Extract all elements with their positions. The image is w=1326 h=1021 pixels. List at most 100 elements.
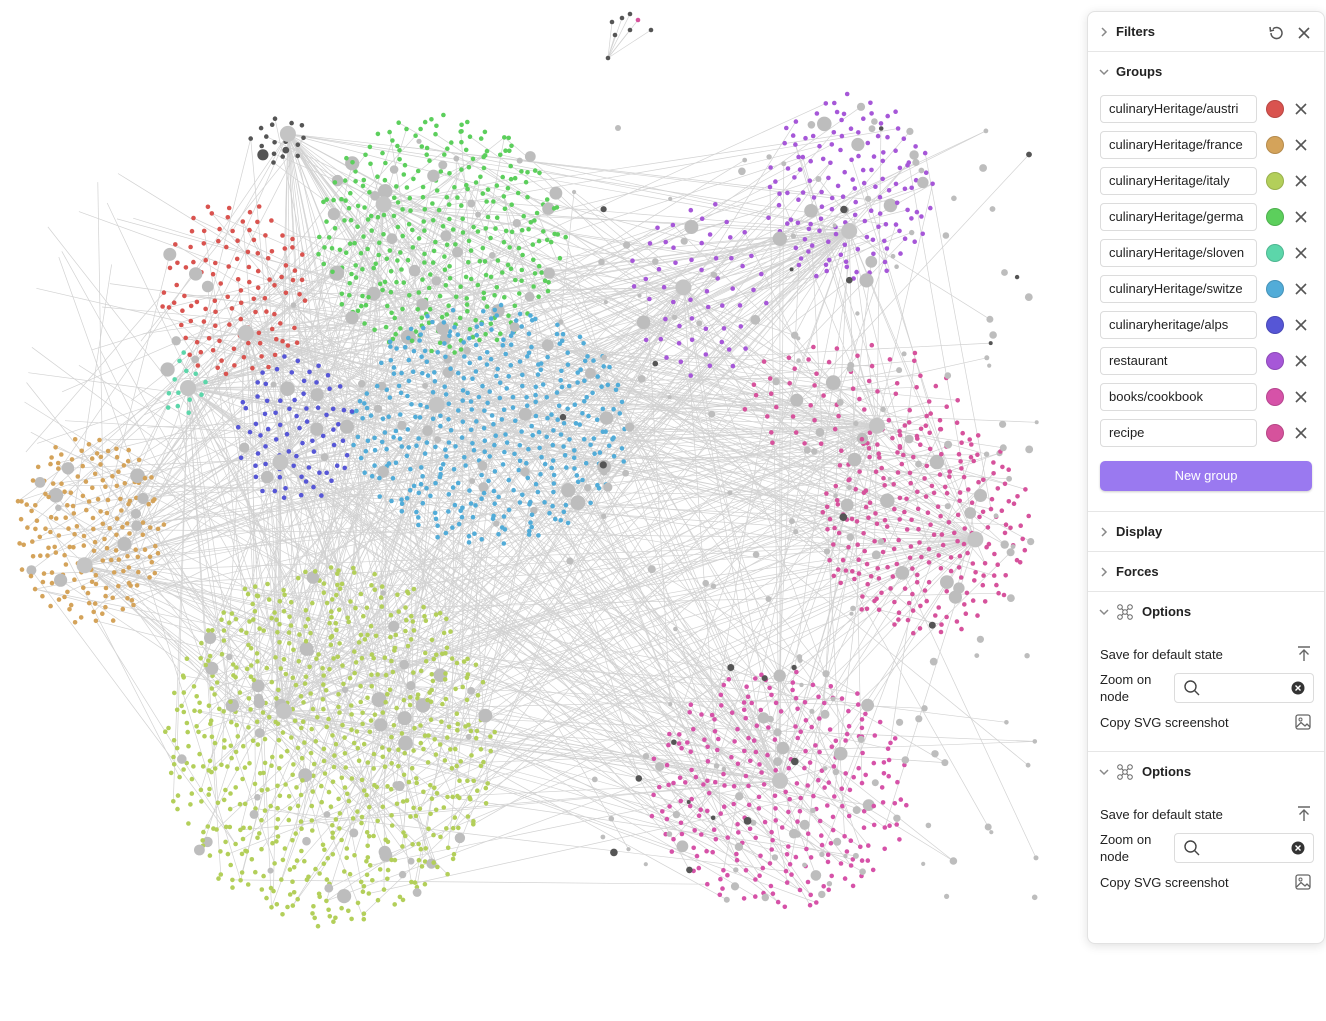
reset-icon[interactable] (1267, 24, 1285, 42)
remove-group-button[interactable] (1294, 390, 1308, 407)
graph-node (29, 508, 34, 514)
graph-node (465, 308, 470, 314)
forces-header[interactable]: Forces (1088, 552, 1324, 591)
filters-header[interactable]: Filters (1088, 12, 1324, 51)
graph-node (484, 199, 489, 204)
graph-node (861, 116, 866, 121)
group-query-input[interactable]: books/cookbook (1100, 383, 1257, 411)
group-color-swatch[interactable] (1266, 172, 1284, 190)
save-icon[interactable] (1296, 645, 1312, 666)
options-header[interactable]: Options (1088, 592, 1324, 631)
group-query-input[interactable]: recipe (1100, 419, 1257, 447)
graph-edge (475, 664, 714, 819)
zoom-search-input[interactable] (1174, 673, 1314, 703)
graph-node (140, 520, 146, 525)
graph-node (666, 742, 671, 748)
save-default-row[interactable]: Save for default state (1100, 797, 1312, 831)
graph-edge (287, 133, 886, 225)
graph-node (153, 543, 158, 549)
graph-node (520, 252, 525, 258)
graph-node (383, 160, 388, 166)
remove-group-button[interactable] (1294, 210, 1308, 227)
graph-node (823, 548, 831, 555)
new-group-button[interactable]: New group (1100, 461, 1312, 491)
graph-node (456, 408, 461, 413)
group-color-swatch[interactable] (1266, 280, 1284, 298)
graph-node (290, 302, 297, 308)
graph-node (266, 364, 271, 370)
graph-node (561, 421, 567, 426)
group-color-swatch[interactable] (1266, 244, 1284, 262)
remove-group-button[interactable] (1294, 318, 1308, 335)
group-query-input[interactable]: culinaryHeritage/germa (1100, 203, 1257, 231)
remove-group-button[interactable] (1294, 426, 1308, 443)
close-icon[interactable] (1297, 26, 1311, 40)
graph-node (549, 465, 554, 471)
remove-group-button[interactable] (1294, 174, 1308, 191)
graph-node (197, 700, 202, 706)
graph-node (910, 591, 915, 597)
save-icon[interactable] (1296, 805, 1312, 826)
image-icon[interactable] (1294, 873, 1312, 894)
graph-edge (187, 387, 980, 542)
graph-node (358, 632, 364, 638)
graph-node (905, 207, 910, 213)
graph-node (260, 470, 274, 484)
graph-node (882, 259, 888, 265)
graph-node (576, 501, 584, 509)
graph-node (892, 506, 897, 512)
remove-group-button[interactable] (1294, 102, 1308, 119)
graph-node (349, 409, 355, 414)
graph-node (837, 463, 843, 468)
image-icon[interactable] (1294, 713, 1312, 734)
graph-node (192, 708, 197, 713)
graph-node (339, 775, 345, 781)
copy-svg-row[interactable]: Copy SVG screenshot (1100, 705, 1312, 739)
group-query-input[interactable]: culinaryheritage/alps (1100, 311, 1257, 339)
remove-group-button[interactable] (1294, 246, 1308, 263)
remove-group-button[interactable] (1294, 354, 1308, 371)
remove-group-button[interactable] (1294, 138, 1308, 155)
group-color-swatch[interactable] (1266, 136, 1284, 154)
save-default-row[interactable]: Save for default state (1100, 637, 1312, 671)
group-color-swatch[interactable] (1266, 208, 1284, 226)
group-query-input[interactable]: culinaryHeritage/france (1100, 131, 1257, 159)
remove-group-button[interactable] (1294, 282, 1308, 299)
graph-node (984, 355, 990, 361)
graph-node (348, 190, 353, 196)
graph-node (915, 506, 921, 512)
graph-node (420, 500, 426, 506)
group-query-input[interactable]: culinaryHeritage/austri (1100, 95, 1257, 123)
graph-node (939, 622, 944, 627)
group-color-swatch[interactable] (1266, 100, 1284, 118)
graph-edge (185, 337, 995, 576)
group-color-swatch[interactable] (1266, 316, 1284, 334)
copy-svg-row[interactable]: Copy SVG screenshot (1100, 865, 1312, 899)
group-color-swatch[interactable] (1266, 388, 1284, 406)
graph-node (240, 776, 245, 782)
group-query-input[interactable]: culinaryHeritage/switze (1100, 275, 1257, 303)
group-query-input[interactable]: restaurant (1100, 347, 1257, 375)
graph-edge (361, 425, 878, 818)
graph-node (918, 426, 924, 432)
graph-node (1011, 501, 1017, 507)
graph-node (988, 506, 994, 512)
graph-node (441, 320, 447, 325)
group-query-input[interactable]: culinaryHeritage/sloven (1100, 239, 1257, 267)
graph-node (332, 226, 338, 231)
group-query-input[interactable]: culinaryHeritage/italy (1100, 167, 1257, 195)
group-color-swatch[interactable] (1266, 424, 1284, 442)
graph-node (453, 294, 459, 300)
graph-node (359, 303, 364, 309)
graph-node (567, 437, 572, 442)
graph-node (429, 117, 434, 122)
group-color-swatch[interactable] (1266, 352, 1284, 370)
zoom-search-input[interactable] (1174, 833, 1314, 863)
graph-node (187, 397, 192, 403)
graph-node (908, 480, 913, 486)
groups-header[interactable]: Groups (1088, 52, 1324, 91)
graph-node (960, 430, 965, 436)
display-header[interactable]: Display (1088, 512, 1324, 551)
options-header[interactable]: Options (1088, 752, 1324, 791)
graph-node (671, 836, 676, 842)
